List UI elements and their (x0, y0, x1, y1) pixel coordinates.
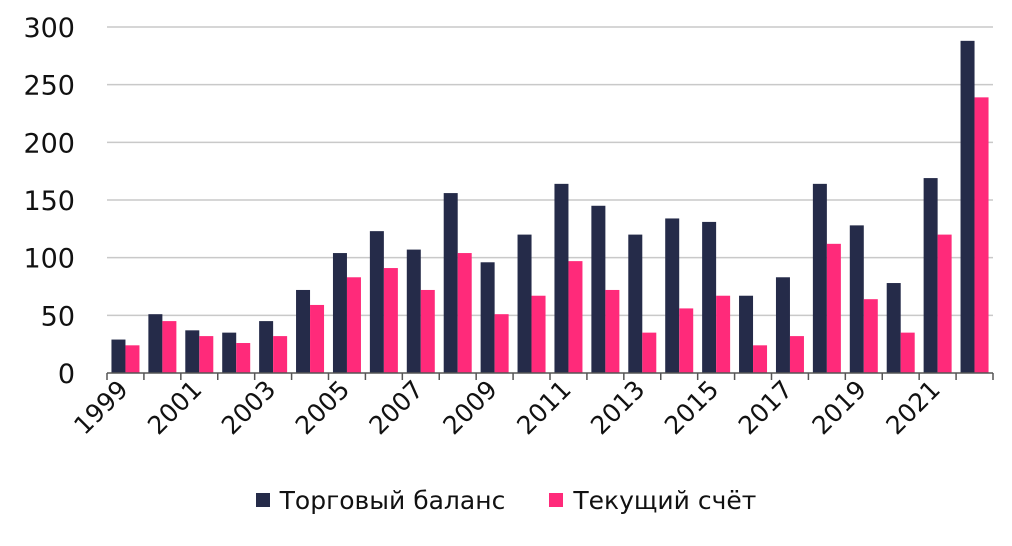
bar-trade-balance-2008 (443, 193, 458, 373)
bar-trade-balance-2018 (812, 183, 827, 373)
bar-trade-balance-2006 (369, 231, 384, 373)
bar-trade-balance-2016 (739, 295, 754, 373)
x-axis: 1999 2001 2003 2005 2007 2009 2011 2013 2015 2017… (68, 372, 994, 440)
bar-current-account-1999 (125, 345, 140, 373)
bar-current-account-2001 (199, 336, 214, 373)
y-tick-label: 100 (23, 244, 75, 275)
bar-trade-balance-2009 (480, 262, 495, 373)
x-tick-label: 2019 (807, 375, 872, 440)
bar-trade-balance-2017 (775, 277, 790, 373)
bar-current-account-2010 (531, 295, 546, 373)
y-axis: 0 50 100 150 200 250 300 (23, 13, 75, 390)
bars (111, 40, 989, 374)
x-tick-label: 2017 (733, 375, 798, 440)
bar-current-account-2011 (568, 261, 583, 373)
legend-label-trade-balance: Торговый баланс (279, 485, 506, 515)
bar-current-account-2021 (937, 234, 952, 373)
legend-item-current-account: Текущий счёт (549, 486, 756, 515)
bar-trade-balance-2013 (628, 234, 643, 373)
x-tick-label: 2013 (585, 375, 650, 440)
bar-current-account-2019 (863, 299, 878, 373)
legend-swatch-current-account (549, 493, 564, 507)
x-tick-label: 2001 (142, 375, 207, 440)
bar-trade-balance-2022 (960, 40, 975, 374)
x-tick-label: 2011 (511, 375, 576, 440)
bar-current-account-2012 (605, 289, 620, 373)
bar-trade-balance-2003 (259, 321, 274, 373)
bar-current-account-2017 (789, 336, 804, 373)
bar-current-account-2014 (679, 308, 694, 373)
x-tick-label: 2007 (364, 375, 429, 440)
bar-current-account-2003 (273, 336, 288, 373)
y-tick-label: 0 (58, 359, 75, 390)
bar-current-account-2022 (974, 97, 989, 373)
y-tick-label: 50 (41, 301, 75, 332)
bar-current-account-2013 (642, 332, 657, 373)
bar-trade-balance-2019 (849, 225, 864, 373)
bar-current-account-2000 (162, 321, 177, 373)
bar-trade-balance-2002 (222, 332, 237, 373)
bar-trade-balance-2015 (702, 221, 717, 373)
legend-item-trade-balance: Торговый баланс (255, 485, 506, 515)
x-tick-label: 2015 (659, 375, 724, 440)
bar-current-account-2009 (494, 314, 509, 373)
y-tick-label: 300 (23, 13, 75, 44)
bar-trade-balance-2010 (517, 234, 532, 373)
gridlines (107, 26, 993, 317)
x-tick-label: 1999 (68, 375, 133, 440)
bar-trade-balance-2014 (665, 218, 680, 373)
x-tick-label: 2005 (290, 375, 355, 440)
bar-trade-balance-2005 (332, 253, 347, 373)
x-tick-label: 2003 (216, 375, 281, 440)
bar-trade-balance-2001 (185, 330, 200, 373)
bar-current-account-2015 (716, 295, 731, 373)
bar-trade-balance-2011 (554, 183, 569, 373)
x-tick-label: 2021 (880, 375, 945, 440)
bar-current-account-2018 (826, 243, 841, 373)
legend-swatch-trade-balance (255, 493, 270, 507)
y-tick-label: 200 (23, 128, 75, 159)
bar-current-account-2008 (457, 253, 472, 373)
bar-current-account-2020 (900, 332, 915, 373)
bar-trade-balance-2012 (591, 205, 606, 373)
legend: Торговый баланс Текущий счёт (0, 480, 1012, 520)
bar-trade-balance-2000 (148, 314, 163, 373)
bar-trade-balance-2020 (886, 283, 901, 373)
bar-trade-balance-1999 (111, 339, 126, 373)
bar-current-account-2007 (420, 289, 435, 373)
y-tick-label: 150 (23, 186, 75, 217)
y-tick-label: 250 (23, 71, 75, 102)
bar-trade-balance-2004 (296, 289, 311, 373)
bar-current-account-2006 (383, 268, 398, 373)
legend-label-current-account: Текущий счёт (573, 485, 757, 515)
bar-trade-balance-2021 (923, 178, 938, 373)
bar-trade-balance-2007 (406, 249, 421, 373)
bar-current-account-2002 (236, 343, 251, 373)
bar-current-account-2005 (346, 277, 361, 373)
bar-current-account-2016 (753, 345, 768, 373)
x-tick-label: 2009 (437, 375, 502, 440)
bar-current-account-2004 (310, 304, 325, 373)
